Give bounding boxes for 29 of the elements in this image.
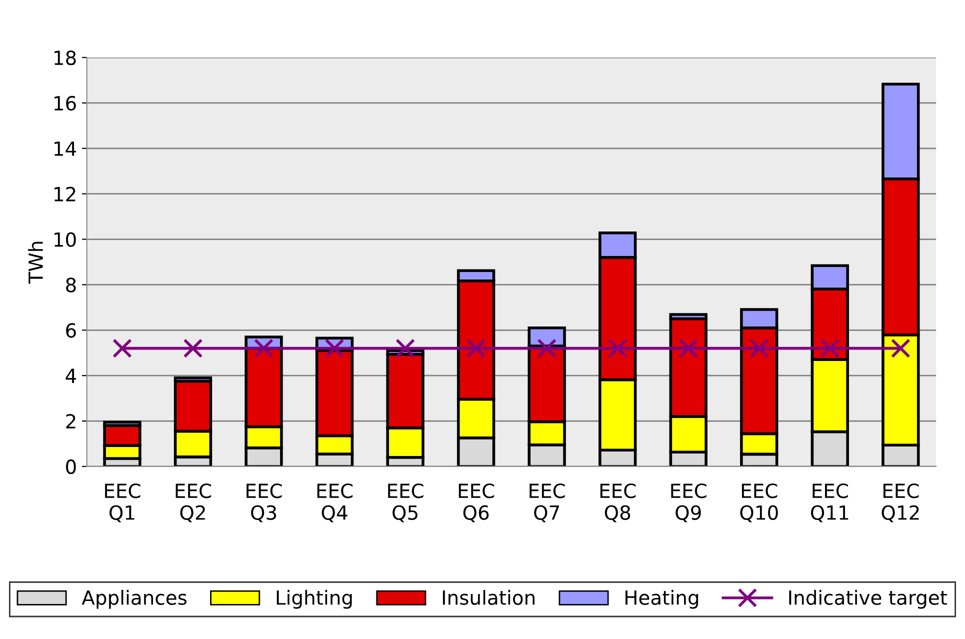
y-tick-label: 8	[66, 278, 76, 292]
legend-label: Indicative target	[789, 590, 948, 609]
y-tick-label: 12	[54, 186, 76, 202]
y-tick-label: 6	[66, 323, 76, 338]
x-tick-label: EEC Q8	[600, 483, 636, 522]
x-tick-label: EEC Q2	[176, 483, 212, 522]
legend-label: Insulation	[442, 590, 534, 605]
bar	[528, 326, 566, 348]
x-tick-label: EEC Q3	[246, 483, 282, 522]
legend-label: Lighting	[276, 590, 352, 609]
y-tick-label: 10	[54, 232, 76, 247]
x-tick-label: EEC Q12	[882, 483, 919, 522]
x-tick-label: EEC Q11	[810, 483, 848, 522]
x-tick-label: EEC Q10	[740, 483, 778, 522]
x-tick-label: EEC Q9	[671, 483, 706, 522]
y-tick-label: 16	[54, 96, 76, 111]
y-tick-label: 4	[66, 368, 76, 383]
y-tick-label: 2	[66, 414, 76, 428]
x-tick-label: EEC Q7	[530, 483, 565, 522]
y-tick-label: 14	[54, 142, 76, 156]
x-tick-label: EEC Q5	[388, 483, 424, 522]
y-axis-title: TWh	[28, 242, 43, 284]
x-tick-label: EEC Q1	[105, 483, 140, 522]
x-tick-label: EEC Q6	[458, 483, 494, 522]
legend-label: Heating	[626, 590, 698, 609]
y-tick-label: 18	[54, 50, 76, 66]
legend-label: Appliances	[82, 590, 186, 609]
x-tick-label: EEC Q4	[317, 483, 353, 522]
y-tick-label: 0	[66, 459, 76, 474]
